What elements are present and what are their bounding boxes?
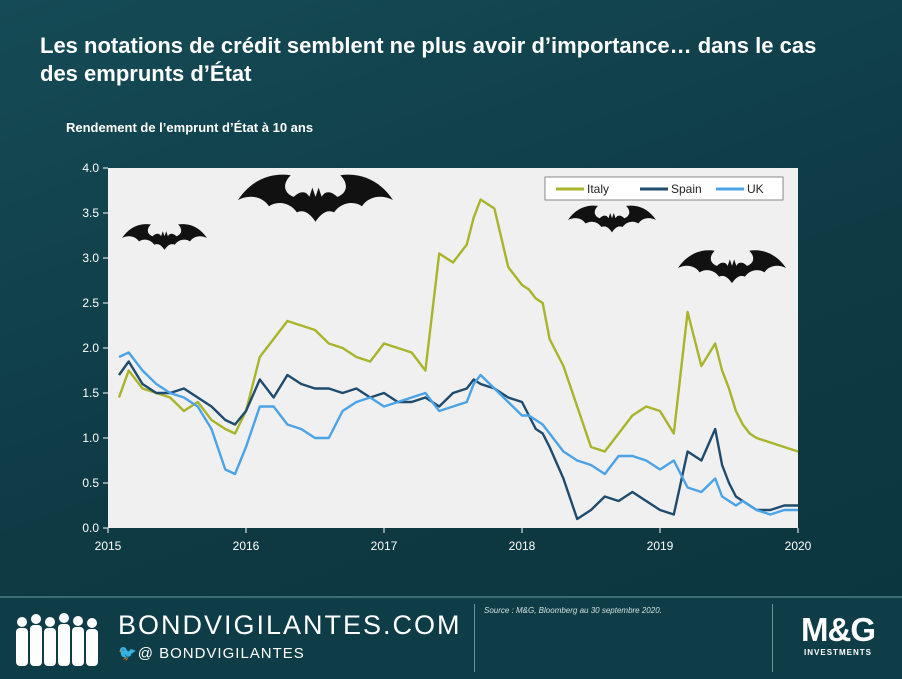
series-line-italy xyxy=(117,198,799,453)
legend-label-italy: Italy xyxy=(587,182,609,196)
mg-logo: M&G INVESTMENTS xyxy=(782,611,894,658)
y-tick-label: 3.0 xyxy=(82,251,99,265)
x-tick-label: 2020 xyxy=(785,539,812,550)
y-tick-label: 2.5 xyxy=(82,296,99,310)
plot-area xyxy=(108,168,798,528)
site-name[interactable]: BONDVIGILANTES.COM xyxy=(118,610,462,640)
legend-label-spain: Spain xyxy=(671,182,702,196)
legend-label-uk: UK xyxy=(747,182,764,196)
slide-title: Les notations de crédit semblent ne plus… xyxy=(40,33,817,86)
x-tick-label: 2019 xyxy=(647,539,674,550)
handle-text: BONDVIGILANTES xyxy=(159,645,305,662)
y-tick-label: 3.5 xyxy=(82,206,99,220)
x-tick-label: 2015 xyxy=(95,539,122,550)
x-tick-label: 2018 xyxy=(509,539,536,550)
x-tick-label: 2016 xyxy=(233,539,260,550)
footer-divider xyxy=(474,604,475,672)
y-tick-label: 0.5 xyxy=(82,476,99,490)
people-silhouette-icon xyxy=(16,613,98,666)
y-tick-label: 0.0 xyxy=(82,521,99,535)
footer-divider xyxy=(772,604,773,672)
bat-icon xyxy=(122,224,207,250)
source-note: Source : M&G, Bloomberg au 30 septembre … xyxy=(484,606,662,615)
twitter-icon: 🐦 xyxy=(118,645,138,662)
bat-icon xyxy=(678,250,786,284)
logo-main: M&G xyxy=(801,611,876,648)
bat-icon xyxy=(238,174,393,222)
series-line-spain xyxy=(118,360,798,521)
yield-chart: 0.0 0.5 1.0 1.5 2.0 2.5 3.0 3.5 4.0 2015 2016 2017 2… xyxy=(82,161,812,550)
y-tick-label: 1.5 xyxy=(82,386,99,400)
series-line-uk xyxy=(118,351,798,516)
bat-icon xyxy=(568,205,656,233)
twitter-handle[interactable]: 🐦@ BONDVIGILANTES xyxy=(118,644,305,662)
chart-subtitle: Rendement de l’emprunt d’État à 10 ans xyxy=(66,120,314,135)
logo-sub: INVESTMENTS xyxy=(804,648,872,657)
footer: BONDVIGILANTES.COM 🐦@ BONDVIGILANTES Sou… xyxy=(0,596,902,679)
y-tick-label: 2.0 xyxy=(82,341,99,355)
x-tick-label: 2017 xyxy=(371,539,398,550)
y-tick-label: 1.0 xyxy=(82,431,99,445)
y-tick-label: 4.0 xyxy=(82,161,99,175)
at-symbol: @ xyxy=(137,645,160,662)
